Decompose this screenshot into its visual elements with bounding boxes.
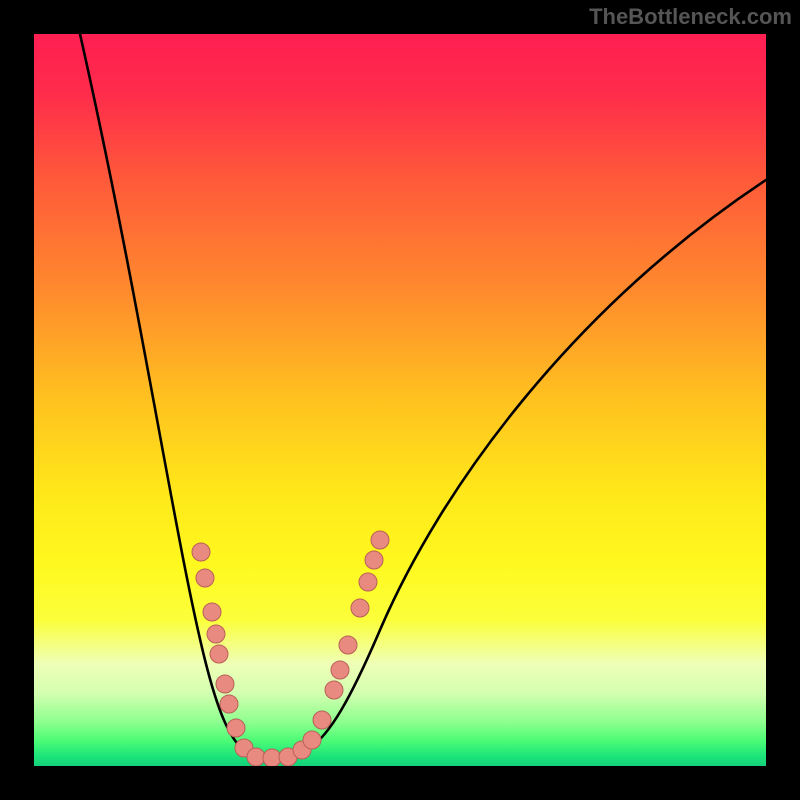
chart-canvas: TheBottleneck.com (0, 0, 800, 800)
marker-point (365, 551, 383, 569)
marker-point (203, 603, 221, 621)
marker-point (371, 531, 389, 549)
marker-point (325, 681, 343, 699)
marker-point (192, 543, 210, 561)
watermark-text: TheBottleneck.com (589, 4, 792, 30)
marker-point (303, 731, 321, 749)
marker-point (196, 569, 214, 587)
plot-background (34, 34, 766, 766)
marker-point (210, 645, 228, 663)
marker-point (331, 661, 349, 679)
marker-point (227, 719, 245, 737)
marker-point (220, 695, 238, 713)
marker-point (359, 573, 377, 591)
marker-point (339, 636, 357, 654)
marker-point (247, 748, 265, 766)
marker-point (263, 749, 281, 767)
marker-point (351, 599, 369, 617)
marker-point (216, 675, 234, 693)
chart-svg (0, 0, 800, 800)
marker-point (207, 625, 225, 643)
marker-point (313, 711, 331, 729)
